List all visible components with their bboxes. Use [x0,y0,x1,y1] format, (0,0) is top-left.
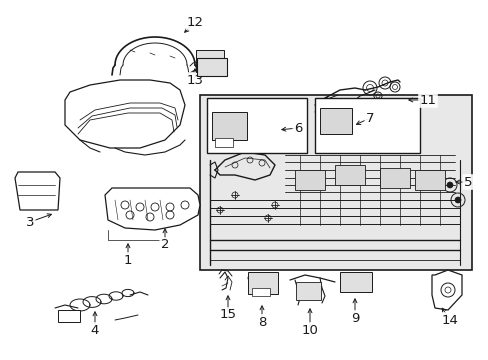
Bar [247,272,278,294]
Text: 6: 6 [293,122,302,135]
Bar [200,95,471,270]
Text: 12: 12 [186,15,203,28]
Text: 1: 1 [123,253,132,266]
Circle shape [454,197,460,203]
Bar [196,50,224,72]
Text: 13: 13 [186,73,203,86]
Text: 4: 4 [91,324,99,337]
Text: 3: 3 [26,216,34,229]
Bar [215,138,232,147]
Circle shape [261,134,264,138]
Text: 5: 5 [463,175,471,189]
Polygon shape [65,80,184,148]
Bar [197,58,226,76]
Bar [251,288,269,296]
Bar [334,165,364,185]
Text: 11: 11 [419,94,436,107]
Bar [314,98,419,153]
Bar [339,272,371,292]
Polygon shape [431,270,461,310]
Text: 10: 10 [301,324,318,337]
Polygon shape [15,172,60,210]
Bar [379,168,409,188]
Bar [414,170,444,190]
Polygon shape [105,188,200,230]
Circle shape [267,108,271,112]
Bar [206,98,306,153]
Circle shape [267,128,271,132]
Circle shape [252,118,257,122]
Bar [58,310,80,322]
Text: 8: 8 [257,315,265,328]
Text: 9: 9 [350,311,359,324]
Text: 14: 14 [441,314,458,327]
Text: 7: 7 [365,112,373,125]
Text: 2: 2 [161,238,169,252]
Bar [319,108,351,134]
Bar [212,112,246,140]
Text: 15: 15 [219,309,236,321]
Circle shape [275,116,280,120]
Circle shape [446,182,452,188]
Bar [294,170,325,190]
Bar [295,282,320,300]
